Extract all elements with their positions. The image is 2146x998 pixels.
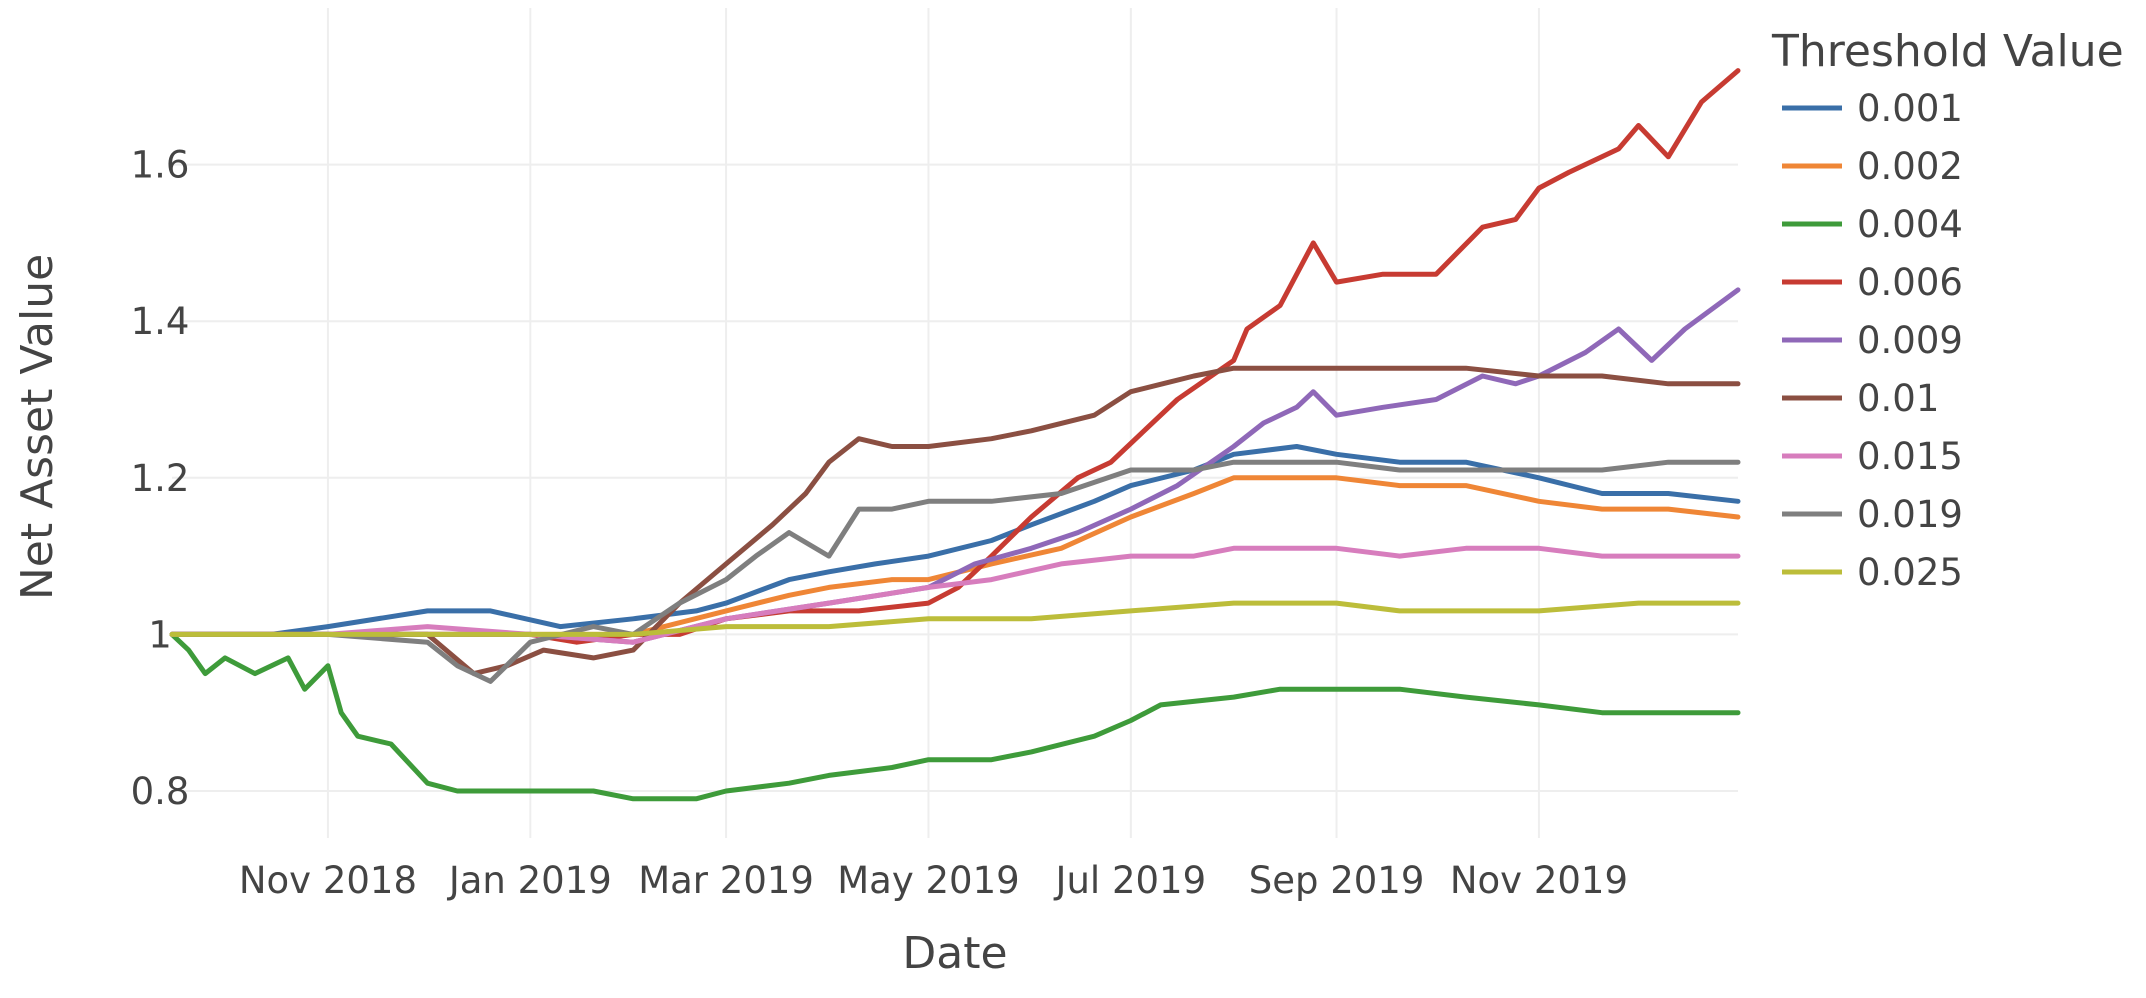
x-tick-label: Jan 2019 [447, 859, 612, 902]
legend-item[interactable]: 0.001 [1782, 87, 1963, 130]
y-tick-label: 1.6 [131, 144, 190, 187]
y-axis-ticks: 0.8 1 1.2 1.4 1.6 [131, 144, 190, 813]
x-axis-ticks: Nov 2018 Jan 2019 Mar 2019 May 2019 Jul 2019… [239, 859, 1628, 902]
x-tick-label: Sep 2019 [1249, 859, 1425, 902]
legend-label: 0.006 [1857, 261, 1963, 304]
legend-item[interactable]: 0.009 [1782, 319, 1963, 362]
legend-item[interactable]: 0.015 [1782, 435, 1963, 478]
legend-label: 0.001 [1857, 87, 1963, 130]
legend: Threshold Value 0.001 0.002 0.004 0.006 0.00… [1771, 26, 2124, 594]
x-tick-label: Mar 2019 [638, 859, 814, 902]
y-tick-label: 0.8 [131, 770, 190, 813]
legend-label: 0.025 [1857, 551, 1963, 594]
legend-item[interactable]: 0.025 [1782, 551, 1963, 594]
grid [172, 8, 1738, 838]
y-tick-label: 1.2 [131, 457, 190, 500]
legend-label: 0.019 [1857, 493, 1963, 536]
y-tick-label: 1.4 [131, 300, 190, 343]
legend-label: 0.002 [1857, 145, 1963, 188]
x-tick-label: Nov 2018 [239, 859, 417, 902]
series-line-0.004 [169, 631, 1741, 802]
legend-item[interactable]: 0.006 [1782, 261, 1963, 304]
series-line-0.001 [169, 444, 1741, 637]
legend-label: 0.015 [1857, 435, 1963, 478]
legend-label: 0.009 [1857, 319, 1963, 362]
x-tick-label: May 2019 [837, 859, 1019, 902]
x-axis-title: Date [902, 928, 1007, 979]
x-tick-label: Nov 2019 [1450, 859, 1628, 902]
y-axis-title: Net Asset Value [12, 254, 63, 600]
legend-item[interactable]: 0.019 [1782, 493, 1963, 536]
legend-item[interactable]: 0.004 [1782, 203, 1963, 246]
series-line-0.006 [169, 68, 1741, 645]
legend-label: 0.004 [1857, 203, 1963, 246]
x-tick-label: Jul 2019 [1054, 859, 1207, 902]
series-line-0.025 [169, 600, 1741, 637]
legend-item[interactable]: 0.002 [1782, 145, 1963, 188]
series-line-0.015 [169, 545, 1741, 645]
legend-item[interactable]: 0.01 [1782, 377, 1939, 420]
legend-title: Threshold Value [1771, 26, 2124, 77]
legend-label: 0.01 [1857, 377, 1939, 420]
series-layer [169, 68, 1741, 802]
y-tick-label: 1 [148, 613, 172, 656]
series-line-0.019 [169, 459, 1741, 684]
series-line-0.01 [169, 365, 1741, 677]
